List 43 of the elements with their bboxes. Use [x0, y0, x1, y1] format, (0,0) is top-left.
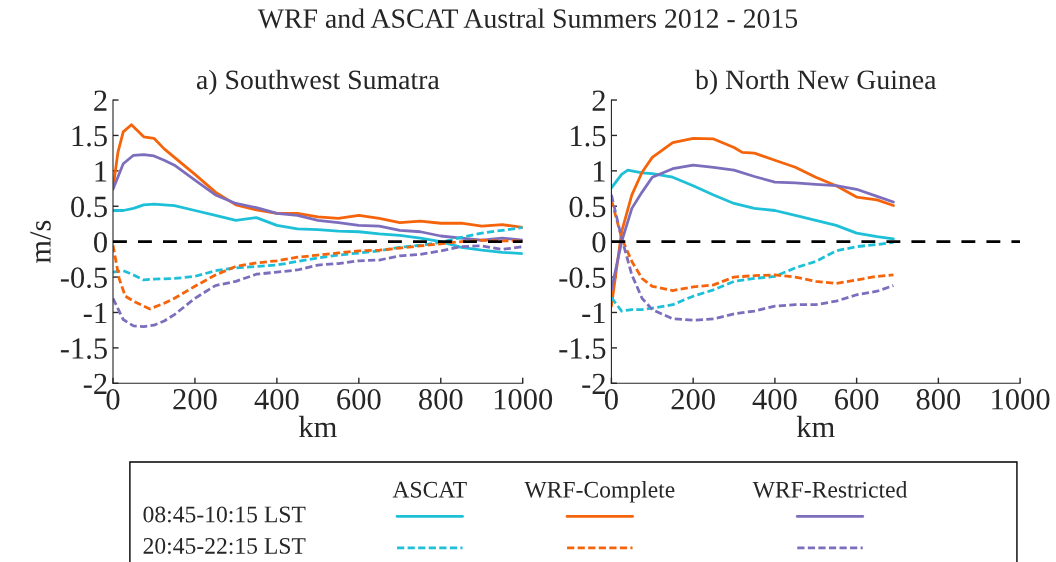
- x-tick-label: 400: [752, 389, 797, 410]
- y-tick-label: 0: [592, 231, 606, 253]
- x-axis-title: km: [298, 415, 337, 438]
- line-series: [112, 153, 523, 242]
- chart-subtitle: b) North New Guinea: [695, 69, 937, 95]
- x-tick-label: 400: [254, 389, 299, 410]
- text: 08:45-10:15 LST: [143, 506, 306, 523]
- chart-subtitle: a) Southwest Sumatra: [196, 69, 440, 95]
- text: WRF-Complete: [524, 481, 675, 503]
- line-series: [611, 168, 895, 241]
- y-tick-label: 1.5: [571, 125, 606, 147]
- text: 20:45-22:15 LST: [143, 537, 306, 554]
- y-axis-title: m/s: [30, 220, 51, 264]
- y-tick-label: -1: [582, 302, 605, 324]
- y-tick-label: 2: [94, 90, 107, 111]
- y-tick-label: 0.5: [569, 196, 606, 218]
- text: WRF-Restricted: [752, 481, 908, 498]
- x-tick-label: 200: [173, 389, 217, 410]
- y-tick-label: 0: [94, 231, 107, 253]
- x-tick-label: 600: [835, 389, 879, 410]
- line-series: [611, 240, 895, 313]
- x-axis-title: km: [796, 415, 835, 438]
- y-tick-label: -2: [582, 373, 605, 394]
- text: ASCAT: [392, 481, 467, 498]
- y-tick-label: -0.5: [60, 267, 107, 289]
- x-tick-label: 1000: [992, 389, 1050, 410]
- x-tick-label: 800: [916, 389, 961, 410]
- y-tick-label: -1.5: [559, 338, 606, 359]
- y-tick-label: 1.5: [72, 125, 107, 147]
- y-tick-label: 1: [95, 161, 107, 182]
- y-tick-label: -0.5: [559, 267, 606, 289]
- y-tick-label: 2: [592, 90, 605, 111]
- y-tick-label: -1.5: [60, 338, 107, 359]
- x-tick-label: 1000: [494, 389, 553, 410]
- y-tick-label: -2: [83, 373, 107, 394]
- y-tick-label: 1: [593, 161, 605, 182]
- y-tick-label: -1: [83, 302, 107, 324]
- line-series: [112, 244, 523, 329]
- chart-title: WRF and ASCAT Austral Summers 2012 - 2015: [257, 8, 798, 29]
- x-tick-label: 200: [671, 389, 715, 410]
- y-tick-label: 0.5: [71, 196, 107, 218]
- x-tick-label: 600: [337, 389, 381, 410]
- x-tick-label: 800: [419, 389, 463, 410]
